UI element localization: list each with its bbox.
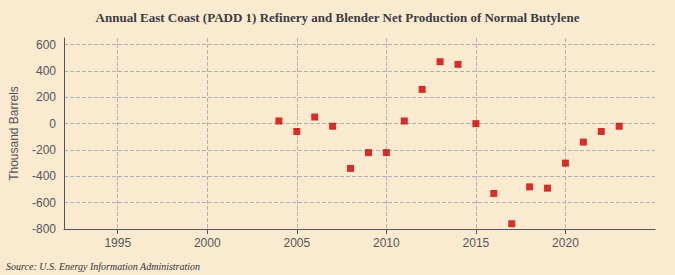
svg-text:-200: -200 [32,143,56,157]
svg-text:2000: 2000 [194,236,221,250]
svg-text:Thousand Barrels: Thousand Barrels [7,86,21,181]
svg-text:Source: U.S. Energy Informatio: Source: U.S. Energy Information Administ… [6,261,200,272]
svg-text:2010: 2010 [373,236,400,250]
svg-text:200: 200 [36,90,56,104]
svg-text:Annual East Coast (PADD 1) Ref: Annual East Coast (PADD 1) Refinery and … [96,10,580,25]
svg-text:-400: -400 [32,169,56,183]
svg-text:600: 600 [36,38,56,52]
svg-text:2015: 2015 [463,236,490,250]
svg-text:-600: -600 [32,196,56,210]
svg-text:400: 400 [36,64,56,78]
svg-text:-800: -800 [32,222,56,236]
svg-text:0: 0 [49,117,56,131]
svg-text:2005: 2005 [283,236,310,250]
svg-text:1995: 1995 [104,236,131,250]
svg-text:2020: 2020 [552,236,579,250]
